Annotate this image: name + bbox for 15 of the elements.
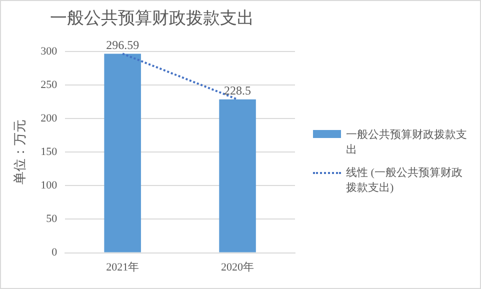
y-tick-label: 200 (40, 112, 58, 124)
y-tick-label: 250 (40, 78, 58, 91)
y-tick-label: 100 (40, 180, 58, 192)
data-label: 228.5 (224, 84, 252, 98)
data-label: 296.59 (106, 38, 140, 52)
legend-label: 一般公共预算财政拨款支出 (346, 128, 468, 157)
y-tick-label: 150 (40, 146, 58, 158)
legend-label: 线性 (一般公共预算财政拨款支出) (346, 166, 464, 195)
x-tick-label: 2021年 (106, 261, 140, 274)
x-tick-label: 2020年 (221, 261, 254, 274)
y-axis-title: 单位：万元 (12, 120, 28, 185)
y-tick-label: 0 (52, 246, 58, 259)
y-tick-label: 300 (40, 45, 58, 58)
chart-title: 一般公共预算财政拨款支出 (50, 8, 254, 28)
y-tick-label: 50 (46, 213, 58, 226)
